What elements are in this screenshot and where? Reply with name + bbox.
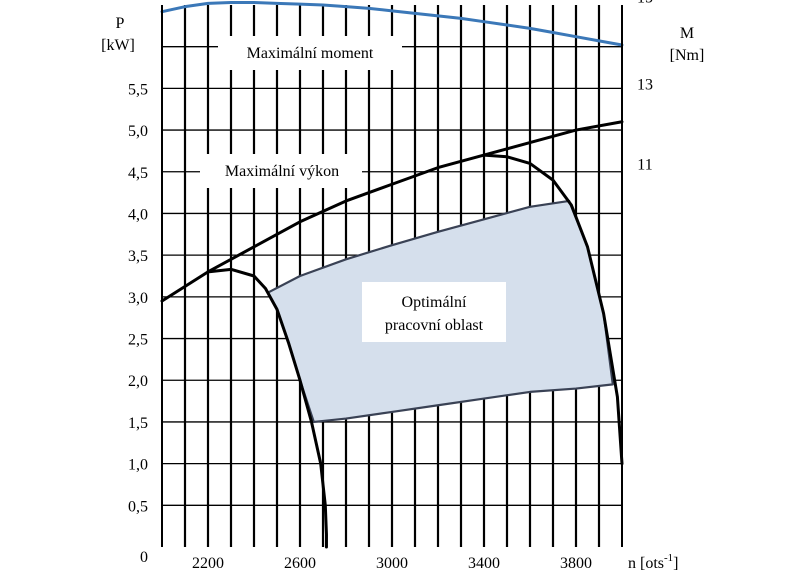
annotation-optimal-area: Optimální pracovní oblast <box>362 282 506 342</box>
x-tick-label: 2200 <box>192 555 224 572</box>
annotation-optimal-line1: Optimální <box>402 294 467 311</box>
x-tick-label: 3400 <box>468 555 500 572</box>
y-left-tick-label: 0 <box>140 549 148 566</box>
y-left-tick-label: 3,0 <box>128 290 148 307</box>
y-left-tick-label: 5,0 <box>128 123 148 140</box>
y-right-tick-label: 11 <box>637 156 652 173</box>
annotation-max-moment: Maximální moment <box>218 36 402 70</box>
y-left-title-line2: [kW] <box>101 37 135 54</box>
annotation-optimal-line2: pracovní oblast <box>385 317 484 334</box>
annotation-max-power-text: Maximální výkon <box>225 163 339 180</box>
y-right-tick-label: 13 <box>637 76 653 93</box>
annotation-max-power: Maximální výkon <box>200 154 362 188</box>
y-left-tick-label: 1,0 <box>128 457 148 474</box>
x-axis-title: n [ots-1] <box>628 552 679 572</box>
y-left-tick-label: 4,0 <box>128 206 148 223</box>
series-line-1 <box>160 0 624 47</box>
x-tick-label: 2600 <box>284 555 316 572</box>
annotation-max-moment-bg <box>218 36 402 70</box>
series-line-4 <box>482 153 624 466</box>
series-line-3 <box>206 267 328 549</box>
y-left-tick-label: 2,5 <box>128 332 148 349</box>
annotation-optimal-bg <box>362 282 506 342</box>
y-right-title-line2: [Nm] <box>670 47 705 64</box>
annotation-max-power-bg <box>200 154 362 188</box>
x-tick-label: 3000 <box>376 555 408 572</box>
y-left-tick-label: 3,5 <box>128 248 148 265</box>
tick-labels: 0 0,5 1,0 1,5 2,0 2,5 3,0 3,5 4,0 4,5 5,0 5,5 15 13 11… <box>128 0 653 572</box>
y-left-tick-label: 5,5 <box>128 81 148 98</box>
x-tick-label: 3800 <box>560 555 592 572</box>
y-left-tick-label: 0,5 <box>128 498 148 515</box>
plot-frame <box>161 5 623 547</box>
y-left-title-line1: P <box>116 15 125 32</box>
y-right-tick-label: 15 <box>637 0 653 7</box>
annotation-max-moment-text: Maximální moment <box>247 45 374 62</box>
y-right-title-line1: M <box>680 25 694 42</box>
series-line-2 <box>160 120 624 303</box>
series-layer <box>160 0 624 549</box>
y-left-tick-label: 1,5 <box>128 415 148 432</box>
y-left-tick-label: 2,0 <box>128 373 148 390</box>
y-left-tick-label: 4,5 <box>128 165 148 182</box>
